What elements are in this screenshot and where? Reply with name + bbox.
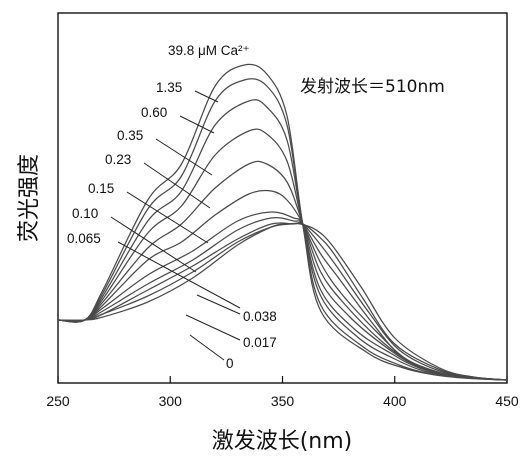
series-label-4: 0.23 — [105, 152, 131, 167]
x-axis: 250 300 350 400 450 — [46, 376, 519, 409]
emission-annotation: 发射波长＝510nm — [300, 77, 445, 97]
label-leader-2 — [179, 115, 215, 134]
label-leader-9 — [185, 314, 241, 341]
series-label-0: 39.8 μM Ca²⁺ — [168, 43, 250, 58]
series-line-6 — [57, 160, 508, 381]
y-axis-title: 荧光强度 — [17, 154, 42, 242]
curves — [57, 63, 508, 381]
label-leader-1 — [194, 90, 219, 103]
series-line-8 — [57, 99, 508, 381]
series-label-2: 0.60 — [141, 105, 167, 120]
x-tick-label-250: 250 — [46, 393, 70, 409]
series-label-3: 0.35 — [117, 128, 143, 143]
label-leader-10 — [189, 334, 225, 361]
series-label-1: 1.35 — [156, 80, 182, 95]
series-label-6: 0.10 — [72, 206, 98, 221]
label-leader-3 — [155, 138, 213, 176]
series-label-10: 0 — [226, 356, 234, 371]
series-line-3 — [57, 217, 508, 381]
plot-frame — [57, 12, 508, 384]
x-tick-label-350: 350 — [271, 393, 295, 409]
curve-labels: 39.8 μM Ca²⁺ 1.35 0.60 0.35 0.23 0.15 0.10 0.06… — [67, 43, 277, 371]
x-tick-label-450: 450 — [495, 393, 519, 409]
x-tick-label-400: 400 — [383, 393, 407, 409]
x-tick-label-300: 300 — [159, 393, 183, 409]
label-leader-6 — [110, 216, 197, 273]
label-leader-4 — [143, 162, 211, 209]
series-label-5: 0.15 — [88, 181, 114, 196]
series-line-2 — [57, 221, 508, 381]
series-label-8: 0.038 — [243, 309, 277, 324]
series-label-7: 0.065 — [67, 231, 101, 246]
series-label-9: 0.017 — [243, 335, 277, 350]
series-line-7 — [57, 128, 508, 381]
x-axis-title: 激发波长(nm) — [212, 429, 353, 454]
label-leader-7 — [117, 241, 241, 309]
label-leader-5 — [126, 191, 209, 244]
label-leader-8 — [196, 294, 241, 315]
series-line-10 — [57, 63, 508, 381]
series-line-5 — [57, 189, 508, 381]
